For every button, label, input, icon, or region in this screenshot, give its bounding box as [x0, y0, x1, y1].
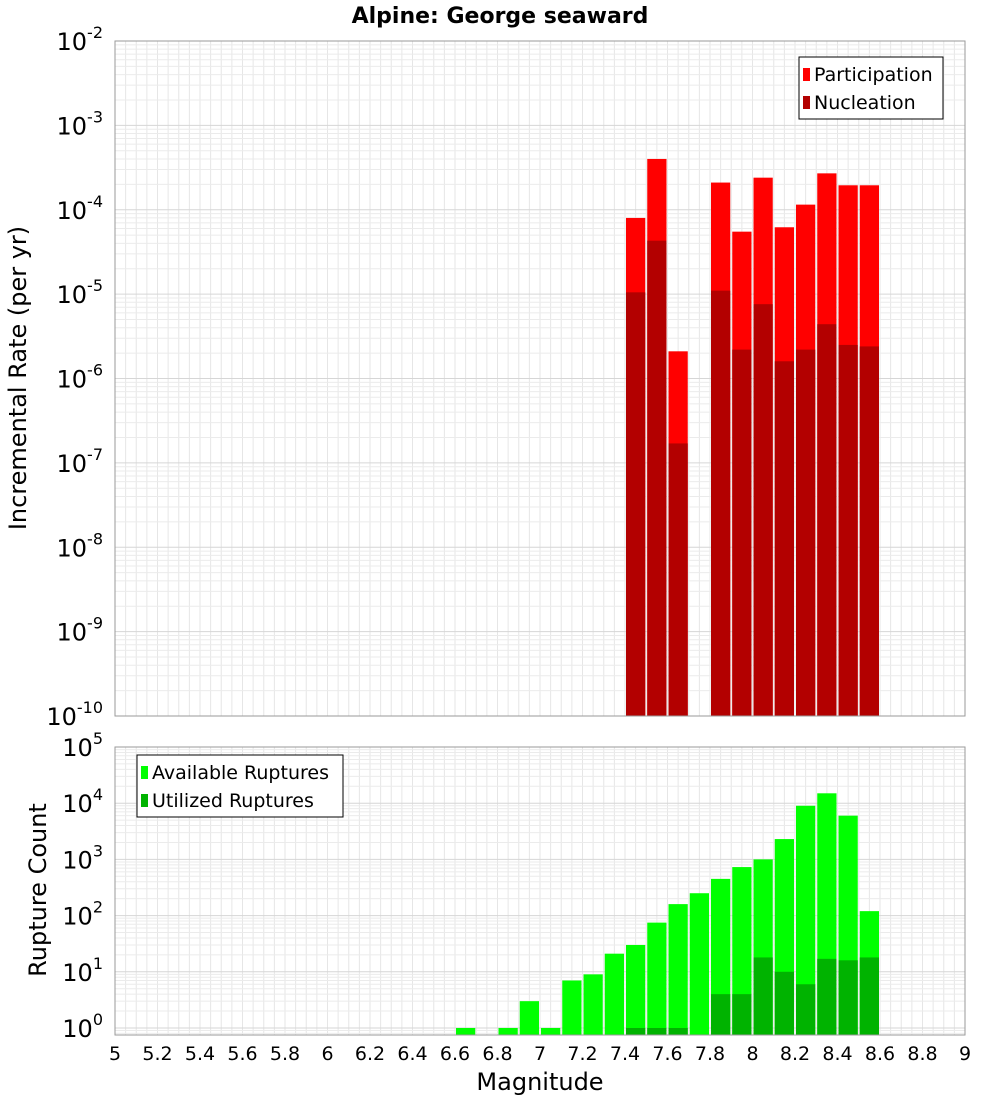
x-tick-label: 5.6: [227, 1043, 257, 1065]
top-legend-swatch: [803, 68, 810, 81]
bottom-bar-utilized-ruptures: [753, 957, 773, 1035]
top-y-tick-label: 10-8: [57, 529, 104, 562]
top-bar-nucleation: [838, 344, 858, 716]
top-bar-nucleation: [796, 349, 816, 716]
top-bar-nucleation: [817, 324, 837, 716]
x-tick-label: 7: [534, 1043, 546, 1065]
bottom-panel: 100 101 102 103 104 105 5 5.2 5.4 5.6 5.8 6 6.2 6.4 6.…: [62, 729, 971, 1065]
top-bar-nucleation: [774, 361, 794, 716]
bottom-bar-utilized-ruptures: [838, 960, 858, 1035]
top-y-tick-label: 10-9: [57, 614, 104, 647]
top-bar-nucleation: [711, 290, 731, 716]
x-tick-label: 9: [959, 1043, 971, 1065]
top-y-tick-label: 10-10: [46, 698, 103, 731]
bottom-bar-available-ruptures: [498, 1027, 518, 1035]
x-tick-label: 8.2: [780, 1043, 810, 1065]
bottom-bar-available-ruptures: [562, 980, 582, 1035]
bottom-bar-available-ruptures: [626, 944, 646, 1035]
top-bar-nucleation: [626, 292, 646, 716]
x-tick-label: 5.8: [270, 1043, 300, 1065]
top-y-tick-label: 10-2: [57, 23, 104, 56]
x-axis-label: Magnitude: [476, 1068, 603, 1096]
x-tick-label: 8.8: [907, 1043, 937, 1065]
bottom-bar-available-ruptures: [796, 805, 816, 1035]
bottom-legend-label: Utilized Ruptures: [152, 790, 314, 812]
bottom-bar-available-ruptures: [519, 1001, 539, 1035]
bottom-y-tick-label: 100: [62, 1010, 103, 1043]
bottom-bar-available-ruptures: [689, 893, 709, 1035]
x-tick-label: 5.2: [142, 1043, 172, 1065]
bottom-bar-utilized-ruptures: [796, 984, 816, 1035]
x-tick-label: 6.8: [482, 1043, 512, 1065]
bottom-y-tick-label: 104: [62, 785, 103, 818]
bottom-bar-available-ruptures: [541, 1027, 561, 1035]
top-legend-box: [798, 56, 944, 120]
bottom-bar-available-ruptures: [668, 904, 688, 1035]
bottom-bar-available-ruptures: [647, 922, 667, 1035]
top-bar-nucleation: [753, 304, 773, 716]
x-tick-label: 7.6: [652, 1043, 682, 1065]
top-panel: 10-10 10-9 10-8 10-7 10-6 10-5 10-4 10-3 10-2 Par…: [46, 23, 966, 731]
bottom-y-tick-label: 101: [62, 954, 103, 987]
bottom-bar-utilized-ruptures: [732, 994, 752, 1035]
bottom-y-tick-label: 105: [62, 729, 103, 762]
bottom-bar-utilized-ruptures: [859, 957, 879, 1035]
top-bar-nucleation: [732, 349, 752, 716]
top-bar-nucleation: [668, 443, 688, 716]
top-legend-swatch: [803, 96, 810, 109]
x-tick-label: 7.8: [695, 1043, 725, 1065]
x-tick-label: 8.6: [865, 1043, 895, 1065]
x-tick-label: 8.4: [822, 1043, 852, 1065]
x-tick-label: 8: [746, 1043, 758, 1065]
x-tick-label: 5.4: [185, 1043, 215, 1065]
top-legend: Participation Nucleation: [798, 56, 944, 120]
top-y-axis-label: Incremental Rate (per yr): [4, 226, 32, 530]
top-bar-nucleation: [859, 346, 879, 716]
bottom-bar-available-ruptures: [583, 974, 603, 1035]
bottom-legend: Available Ruptures Utilized Ruptures: [136, 754, 344, 818]
bottom-bar-utilized-ruptures: [711, 994, 731, 1035]
top-legend-label: Participation: [814, 64, 933, 86]
x-tick-label: 6: [321, 1043, 333, 1065]
x-tick-label: 6.6: [440, 1043, 470, 1065]
bottom-legend-swatch: [141, 766, 148, 779]
chart-title: Alpine: George seaward: [352, 4, 649, 29]
bottom-bar-available-ruptures: [732, 867, 752, 1035]
bottom-y-axis-label: Rupture Count: [24, 803, 52, 977]
bottom-bar-utilized-ruptures: [647, 1027, 667, 1035]
bottom-legend-swatch: [141, 794, 148, 807]
x-tick-label: 7.2: [567, 1043, 597, 1065]
top-plot-frame: [114, 40, 966, 717]
top-y-tick-label: 10-6: [57, 361, 104, 394]
top-legend-label: Nucleation: [814, 92, 916, 114]
top-y-tick-label: 10-4: [57, 192, 104, 225]
x-tick-label: 6.4: [397, 1043, 427, 1065]
bottom-bar-available-ruptures: [604, 953, 624, 1035]
bottom-y-tick-label: 103: [62, 841, 103, 874]
x-tick-label: 5: [109, 1043, 121, 1065]
bottom-legend-label: Available Ruptures: [152, 762, 329, 784]
bottom-bar-utilized-ruptures: [668, 1027, 688, 1035]
top-y-tick-label: 10-5: [57, 276, 104, 309]
bottom-bar-utilized-ruptures: [817, 958, 837, 1035]
bottom-plot-frame: [114, 746, 966, 1036]
top-y-tick-label: 10-7: [57, 445, 104, 478]
top-y-tick-label: 10-3: [57, 107, 104, 140]
x-tick-label: 6.2: [355, 1043, 385, 1065]
bottom-y-tick-label: 102: [62, 898, 103, 931]
x-tick-label: 7.4: [610, 1043, 640, 1065]
top-bar-nucleation: [647, 240, 667, 717]
bottom-bar-utilized-ruptures: [774, 971, 794, 1035]
bottom-legend-box: [136, 754, 344, 818]
bottom-bar-utilized-ruptures: [626, 1027, 646, 1035]
bottom-bar-available-ruptures: [456, 1027, 476, 1035]
